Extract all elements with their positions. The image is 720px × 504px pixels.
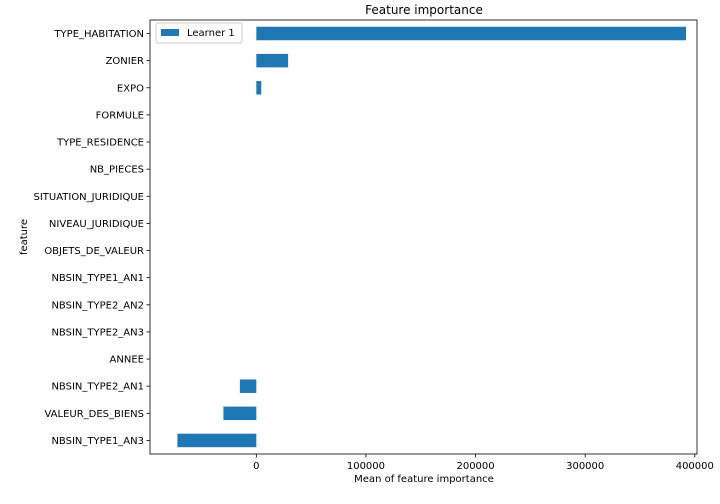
y-tick-label: TYPE_HABITATION [53, 29, 144, 40]
y-tick-label: ZONIER [106, 56, 144, 67]
y-tick-label: NBSIN_TYPE2_AN1 [51, 382, 144, 393]
x-tick-label: 100000 [347, 461, 385, 472]
y-axis-label: feature [19, 219, 30, 255]
bar-valeur-des-biens [223, 406, 257, 421]
y-tick-label: NBSIN_TYPE1_AN3 [51, 436, 144, 447]
y-tick-label: NIVEAU_JURIDIQUE [49, 219, 144, 230]
legend-frame [155, 22, 243, 44]
bar-nbsin-type2-an1 [239, 379, 257, 393]
plot-area [149, 19, 698, 455]
y-tick-label: NBSIN_TYPE2_AN3 [51, 327, 144, 338]
legend: Learner 1 [155, 22, 243, 44]
bar-expo [256, 81, 262, 95]
x-tick-label: 200000 [456, 461, 494, 472]
bar-nbsin-type1-an3 [177, 433, 257, 448]
y-tick-label: TYPE_RESIDENCE [56, 138, 144, 149]
y-tick-label: VALEUR_DES_BIENS [44, 409, 144, 420]
x-axis-label: Mean of feature importance [354, 474, 494, 485]
chart-title: Feature importance [365, 3, 483, 17]
legend-label: Learner 1 [187, 28, 235, 39]
x-tick-label: 0 [253, 461, 259, 472]
bar-zonier [256, 53, 289, 68]
x-tick-label: 400000 [676, 461, 714, 472]
bar-type-habitation [256, 26, 687, 41]
y-tick-label: EXPO [117, 83, 144, 94]
y-tick-label: FORMULE [96, 110, 144, 121]
y-tick-label: ANNEE [110, 355, 144, 366]
y-tick-label: OBJETS_DE_VALEUR [44, 246, 144, 257]
legend-swatch [161, 29, 179, 36]
y-tick-label: NB_PIECES [90, 165, 144, 176]
y-tick-label: NBSIN_TYPE2_AN2 [51, 300, 144, 311]
x-tick-label: 300000 [566, 461, 604, 472]
y-tick-label: NBSIN_TYPE1_AN1 [51, 273, 144, 284]
y-tick-label: SITUATION_JURIDIQUE [33, 192, 144, 203]
